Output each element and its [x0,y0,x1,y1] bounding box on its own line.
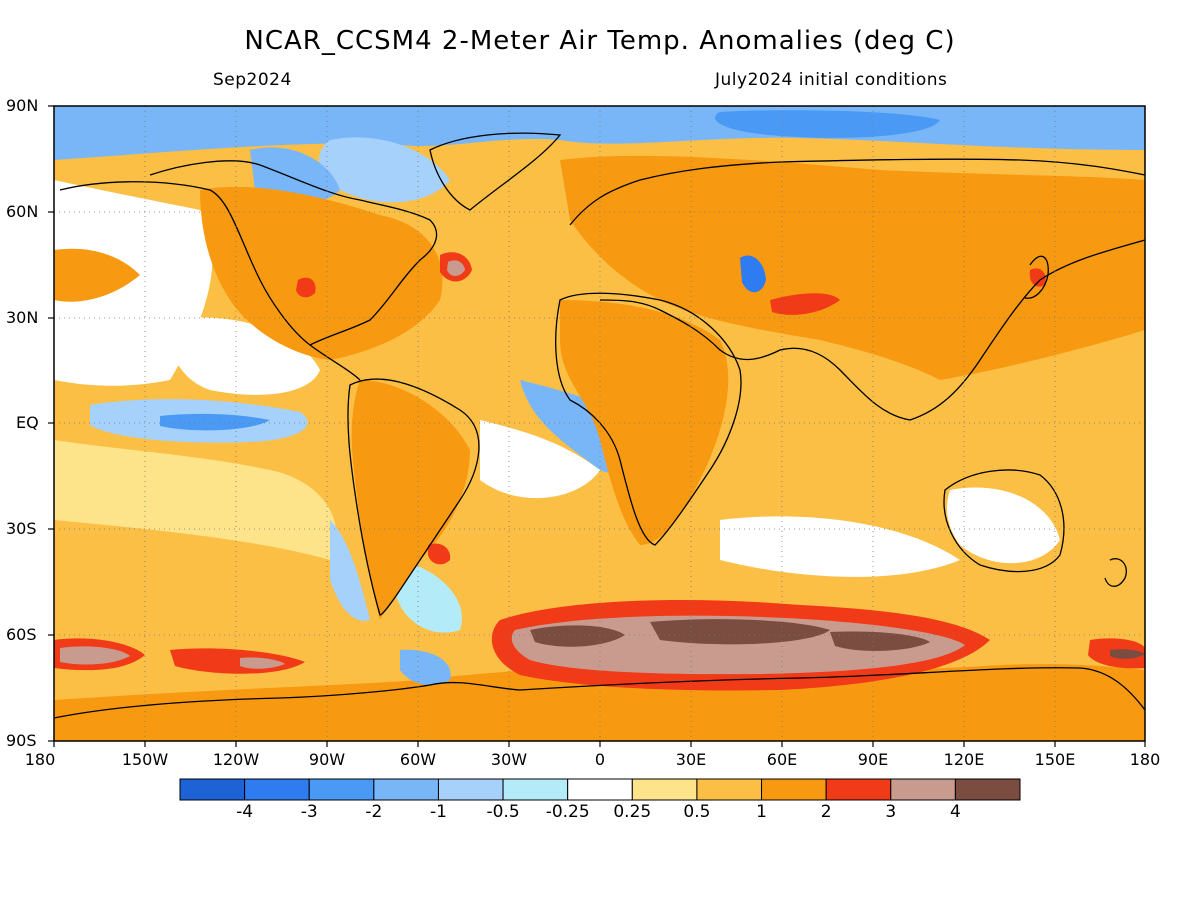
lon-label-180e: 180 [1129,750,1161,769]
southern-ocean-extreme-2 [650,619,830,645]
lat-label-60n: 60N [6,202,39,221]
coastlines [54,132,1145,719]
colorbar-label: 4 [949,802,961,822]
colorbar-label: -0.5 [486,802,520,822]
lon-label-120e: 120E [943,750,985,769]
south-indian-neutral [720,516,960,577]
canada-arctic-cold [250,147,340,204]
lon-label-120w: 120W [212,750,260,769]
greenland-cold [319,137,450,203]
japan-hotspot [1029,268,1046,287]
colorbar-label: 1 [756,802,767,822]
coast-antarctica [54,667,1145,719]
north-america-land [200,186,443,360]
lat-label-30n: 30N [6,308,39,327]
lon-label-60e: 60E [766,750,798,769]
colorbar-label: -0.25 [545,802,590,822]
south-pacific-hot-west [60,646,130,665]
central-asia-hotspot [770,293,840,315]
lat-label-eq: EQ [16,413,39,432]
initial-conditions: July2024 initial conditions [715,70,948,90]
southern-ocean-extreme-3 [830,631,930,651]
arctic-strong-cold [714,110,940,138]
colorbar-label: -2 [365,802,383,822]
lat-label-30s: 30S [6,519,37,538]
lon-label-150w: 150W [121,750,169,769]
pacific-neutral-2 [54,440,337,560]
colorbar-label: 2 [820,802,832,822]
atlantic-neutral [480,420,600,499]
coast-north-america [59,160,438,381]
colorbar-label: -4 [236,802,254,822]
lon-label-150e: 150E [1034,750,1076,769]
coast-japan [1024,255,1049,299]
southern-ocean-hot-band [511,615,965,675]
lon-label-90e: 90E [857,750,889,769]
lon-label-180w: 180 [24,750,56,769]
africa-land [560,300,729,545]
south-america-land [351,380,470,620]
lat-label-90s: 90S [6,731,37,750]
south-atlantic-cool [395,560,462,633]
argentina-hotspot [428,543,451,565]
caspian-cold [740,255,766,293]
forecast-month: Sep2024 [213,70,292,90]
colorbar-label: -1 [429,802,447,822]
lon-label-30w: 30W [490,750,528,769]
axis-ticks [48,105,1146,747]
colorbar-label: -3 [300,802,318,822]
lon-label-0: 0 [594,750,606,769]
south-america-west-cool [330,520,370,621]
chart-title: NCAR_CCSM4 2-Meter Air Temp. Anomalies (… [244,26,956,56]
equatorial-pacific-cold [160,413,270,431]
south-pacific-extreme-east [1110,649,1145,659]
coast-africa [555,292,742,546]
lon-label-60w: 60W [399,750,437,769]
lon-label-30e: 30E [675,750,707,769]
coast-australia [943,469,1065,573]
eurasia-land [560,155,1145,380]
lat-label-90n: 90N [6,96,39,115]
colorbar-label: 0.5 [683,802,711,822]
coast-new-zealand [1104,558,1127,587]
coast-greenland [429,132,562,211]
colorbar-label: 0.25 [613,802,652,822]
north-atlantic-extreme [447,260,465,276]
colorbar-label: 3 [885,802,897,822]
australia-cool [947,487,1060,564]
south-pacific-hot-mid [240,657,285,669]
lat-label-60s: 60S [6,625,37,644]
lon-label-90w: 90W [308,750,346,769]
coast-europe-asia [569,158,1145,421]
us-central-hotspot [296,277,316,298]
coast-south-america [347,378,480,616]
southern-ocean-extreme-1 [530,625,625,647]
north-pacific-warm [54,248,140,302]
grid-lines [54,106,1145,741]
amundsen-cool [400,649,451,685]
